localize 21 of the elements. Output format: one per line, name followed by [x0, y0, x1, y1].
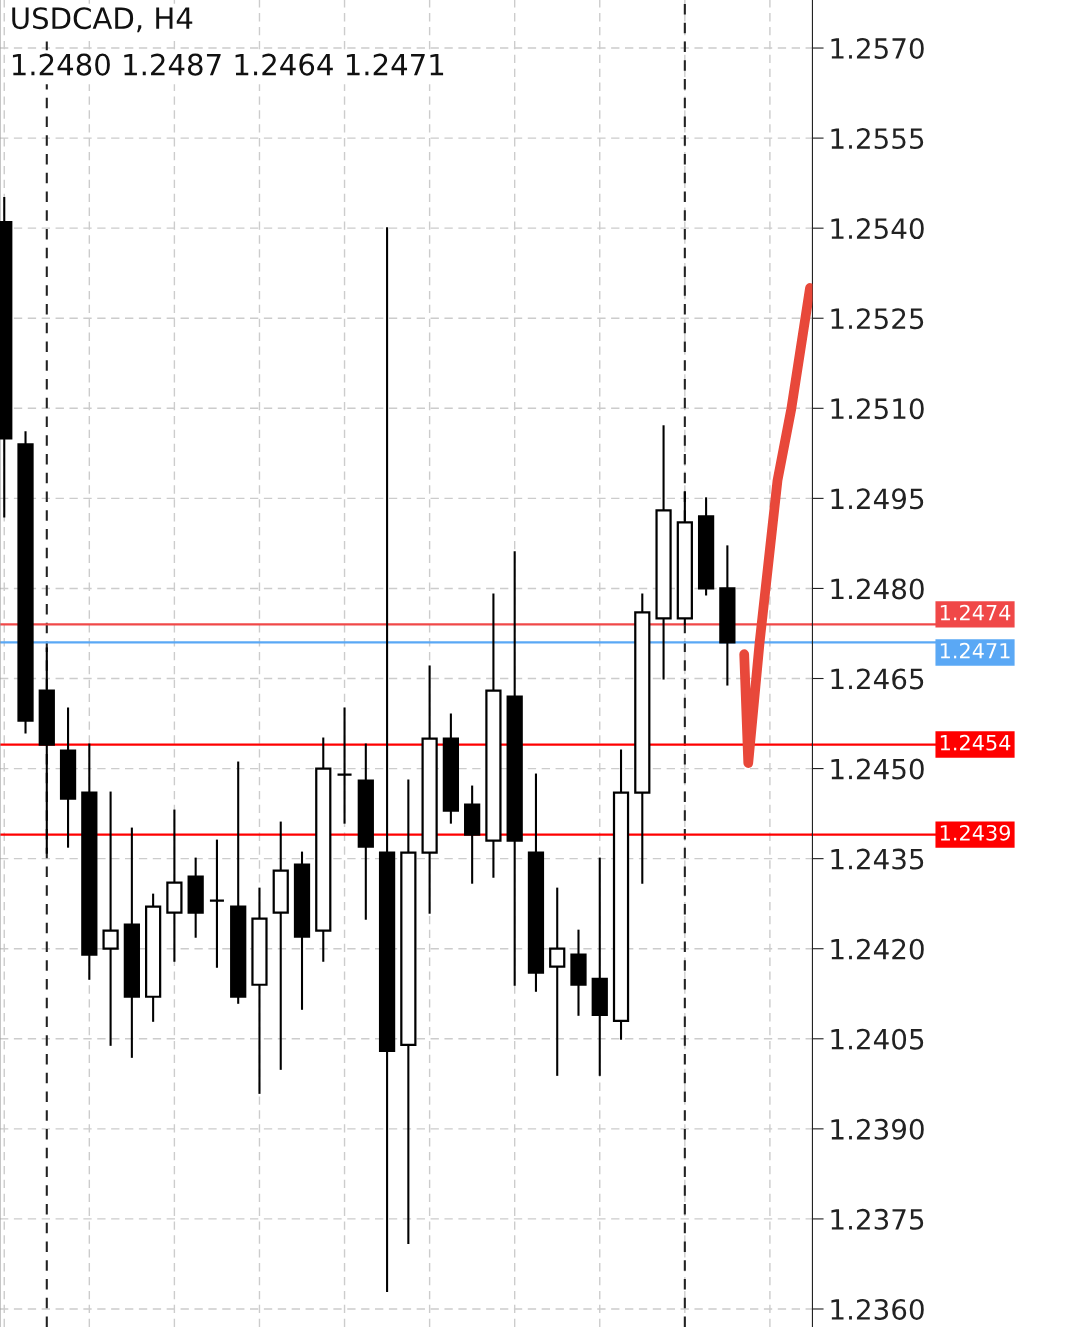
y-tick-label: 1.2510: [831, 398, 924, 420]
y-tick-label: 1.2465: [831, 668, 924, 690]
y-tick-label: 1.2495: [831, 488, 924, 510]
y-tick-label: 1.2405: [831, 1028, 924, 1050]
ref-line-label: 1.2471: [940, 642, 1010, 659]
y-tick-label: 1.2390: [831, 1118, 924, 1140]
y-tick-label: 1.2570: [831, 37, 924, 59]
ref-line-label: 1.2474: [940, 604, 1011, 621]
y-tick-label: 1.2480: [831, 578, 924, 600]
y-tick-label: 1.2450: [831, 758, 924, 780]
y-tick-label: 1.2420: [831, 938, 924, 960]
chart-title: USDCAD, H4: [12, 7, 193, 33]
y-tick-label: 1.2375: [831, 1208, 924, 1230]
ref-line-label: 1.2439: [940, 824, 1011, 841]
y-tick-label: 1.2435: [831, 848, 924, 870]
y-tick-label: 1.2525: [831, 308, 924, 330]
y-tick-label: 1.2540: [831, 218, 924, 240]
text: 1.2480 1.2487 1.2464 1.2471: [12, 53, 444, 76]
y-tick-label: 1.2555: [831, 128, 924, 150]
y-tick-label: 1.2360: [831, 1298, 924, 1320]
ref-line-label: 1.2454: [940, 734, 1011, 751]
